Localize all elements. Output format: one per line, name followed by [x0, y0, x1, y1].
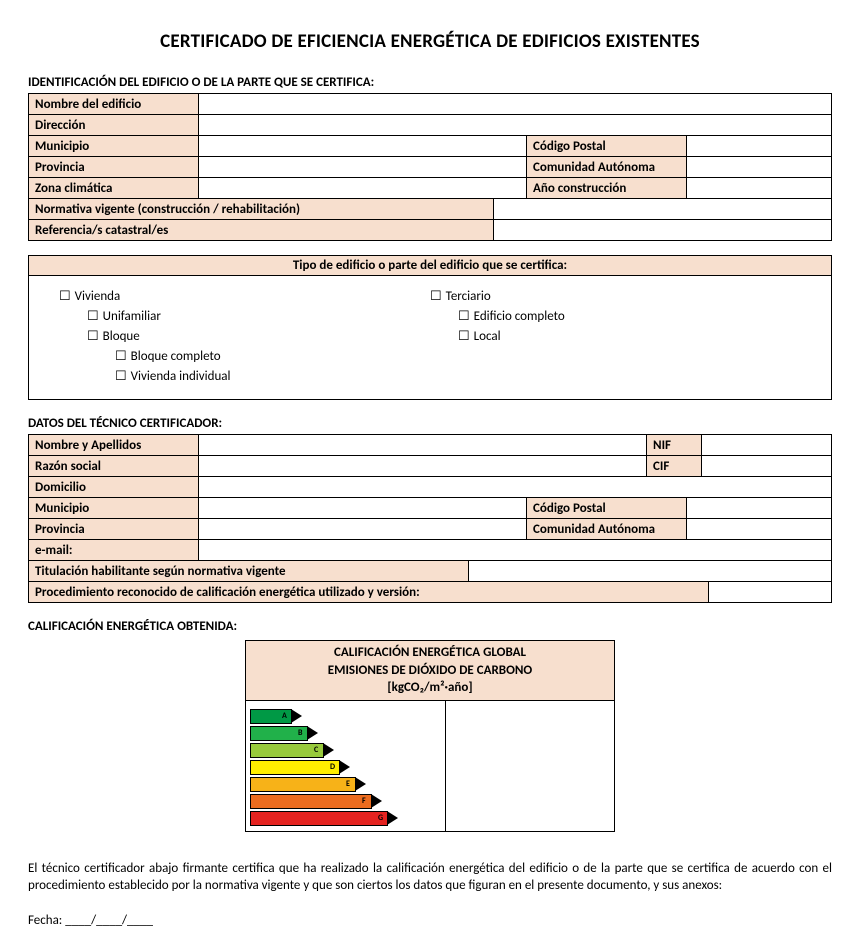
input-codigo-postal[interactable] [686, 136, 831, 157]
checkbox-local[interactable]: Local [430, 329, 801, 344]
type-heading: Tipo de edificio o parte del edificio qu… [29, 256, 831, 276]
section2-table-c: Titulación habilitante según normativa v… [28, 560, 832, 582]
checkbox-unifamiliar[interactable]: Unifamiliar [59, 309, 430, 324]
label-nombre-edificio: Nombre del edificio [29, 94, 199, 115]
input-municipio2[interactable] [199, 498, 527, 519]
label-nif: NIF [647, 435, 702, 456]
input-direccion[interactable] [199, 115, 832, 136]
type-box: Tipo de edificio o parte del edificio qu… [28, 255, 832, 400]
chart-title-3: [kgCO₂/m²·año] [250, 679, 610, 697]
input-domicilio[interactable] [199, 477, 832, 498]
section2-table-b: Domicilio Municipio Código Postal Provin… [28, 476, 832, 561]
section2-table-d: Procedimiento reconocido de calificación… [28, 581, 832, 603]
input-email[interactable] [199, 540, 832, 561]
label-ano: Año construcción [526, 178, 686, 199]
cert-paragraph: El técnico certificador abajo firmante c… [28, 860, 832, 895]
checkbox-bloque[interactable]: Bloque [59, 329, 430, 344]
input-procedimiento[interactable] [709, 582, 832, 603]
label-provincia2: Provincia [29, 519, 199, 540]
checkbox-edificio-completo[interactable]: Edificio completo [430, 309, 801, 324]
section2-table-a: Nombre y Apellidos NIF Razón social CIF [28, 434, 832, 477]
rating-bar-a: A [250, 709, 441, 724]
input-nombre-edificio[interactable] [199, 94, 832, 115]
input-cif[interactable] [702, 456, 832, 477]
checkbox-bloque-completo[interactable]: Bloque completo [59, 349, 430, 364]
section1-table-b: Normativa vigente (construcción / rehabi… [28, 198, 832, 241]
section1-table: Nombre del edificio Dirección Municipio … [28, 93, 832, 199]
rating-bar-d: D [250, 760, 441, 775]
label-titulacion: Titulación habilitante según normativa v… [29, 561, 469, 582]
input-zona[interactable] [199, 178, 527, 199]
chart-title-1: CALIFICACIÓN ENERGÉTICA GLOBAL [250, 644, 610, 662]
label-codigo-postal: Código Postal [526, 136, 686, 157]
rating-result-box[interactable] [446, 701, 614, 831]
input-com-autonoma[interactable] [686, 157, 831, 178]
label-domicilio: Domicilio [29, 477, 199, 498]
label-razon: Razón social [29, 456, 199, 477]
input-normativa[interactable] [494, 199, 832, 220]
label-municipio: Municipio [29, 136, 199, 157]
label-referencia: Referencia/s catastral/es [29, 220, 494, 241]
label-cif: CIF [647, 456, 702, 477]
label-zona: Zona climática [29, 178, 199, 199]
input-nif[interactable] [702, 435, 832, 456]
label-com-autonoma: Comunidad Autónoma [526, 157, 686, 178]
page-title: CERTIFICADO DE EFICIENCIA ENERGÉTICA DE … [28, 30, 832, 53]
label-procedimiento: Procedimiento reconocido de calificación… [29, 582, 709, 603]
label-ca2: Comunidad Autónoma [526, 519, 686, 540]
input-municipio[interactable] [199, 136, 527, 157]
rating-bar-b: B [250, 726, 441, 741]
label-normativa: Normativa vigente (construcción / rehabi… [29, 199, 494, 220]
rating-bar-f: F [250, 794, 441, 809]
label-municipio2: Municipio [29, 498, 199, 519]
input-razon[interactable] [199, 456, 647, 477]
input-nombre-ap[interactable] [199, 435, 647, 456]
input-titulacion[interactable] [469, 561, 832, 582]
input-ca2[interactable] [686, 519, 831, 540]
fecha-line[interactable]: Fecha: ____/____/____ [28, 913, 832, 928]
input-referencia[interactable] [494, 220, 832, 241]
input-ano[interactable] [686, 178, 831, 199]
label-direccion: Dirección [29, 115, 199, 136]
label-nombre-ap: Nombre y Apellidos [29, 435, 199, 456]
checkbox-vivienda[interactable]: Vivienda [59, 289, 430, 304]
chart-title-2: EMISIONES DE DIÓXIDO DE CARBONO [250, 662, 610, 680]
input-provincia2[interactable] [199, 519, 527, 540]
input-cp2[interactable] [686, 498, 831, 519]
checkbox-terciario[interactable]: Terciario [430, 289, 801, 304]
rating-chart: CALIFICACIÓN ENERGÉTICA GLOBAL EMISIONES… [245, 640, 615, 832]
section1-heading: IDENTIFICACIÓN DEL EDIFICIO O DE LA PART… [28, 75, 832, 90]
label-cp2: Código Postal [526, 498, 686, 519]
rating-bars-container: ABCDEFG [246, 701, 446, 831]
label-provincia: Provincia [29, 157, 199, 178]
rating-bar-c: C [250, 743, 441, 758]
rating-bar-e: E [250, 777, 441, 792]
label-email: e-mail: [29, 540, 199, 561]
rating-bar-g: G [250, 811, 441, 826]
calif-heading: CALIFICACIÓN ENERGÉTICA OBTENIDA: [28, 619, 832, 634]
input-provincia[interactable] [199, 157, 527, 178]
checkbox-vivienda-individual[interactable]: Vivienda individual [59, 369, 430, 384]
section2-heading: DATOS DEL TÉCNICO CERTIFICADOR: [28, 416, 832, 431]
